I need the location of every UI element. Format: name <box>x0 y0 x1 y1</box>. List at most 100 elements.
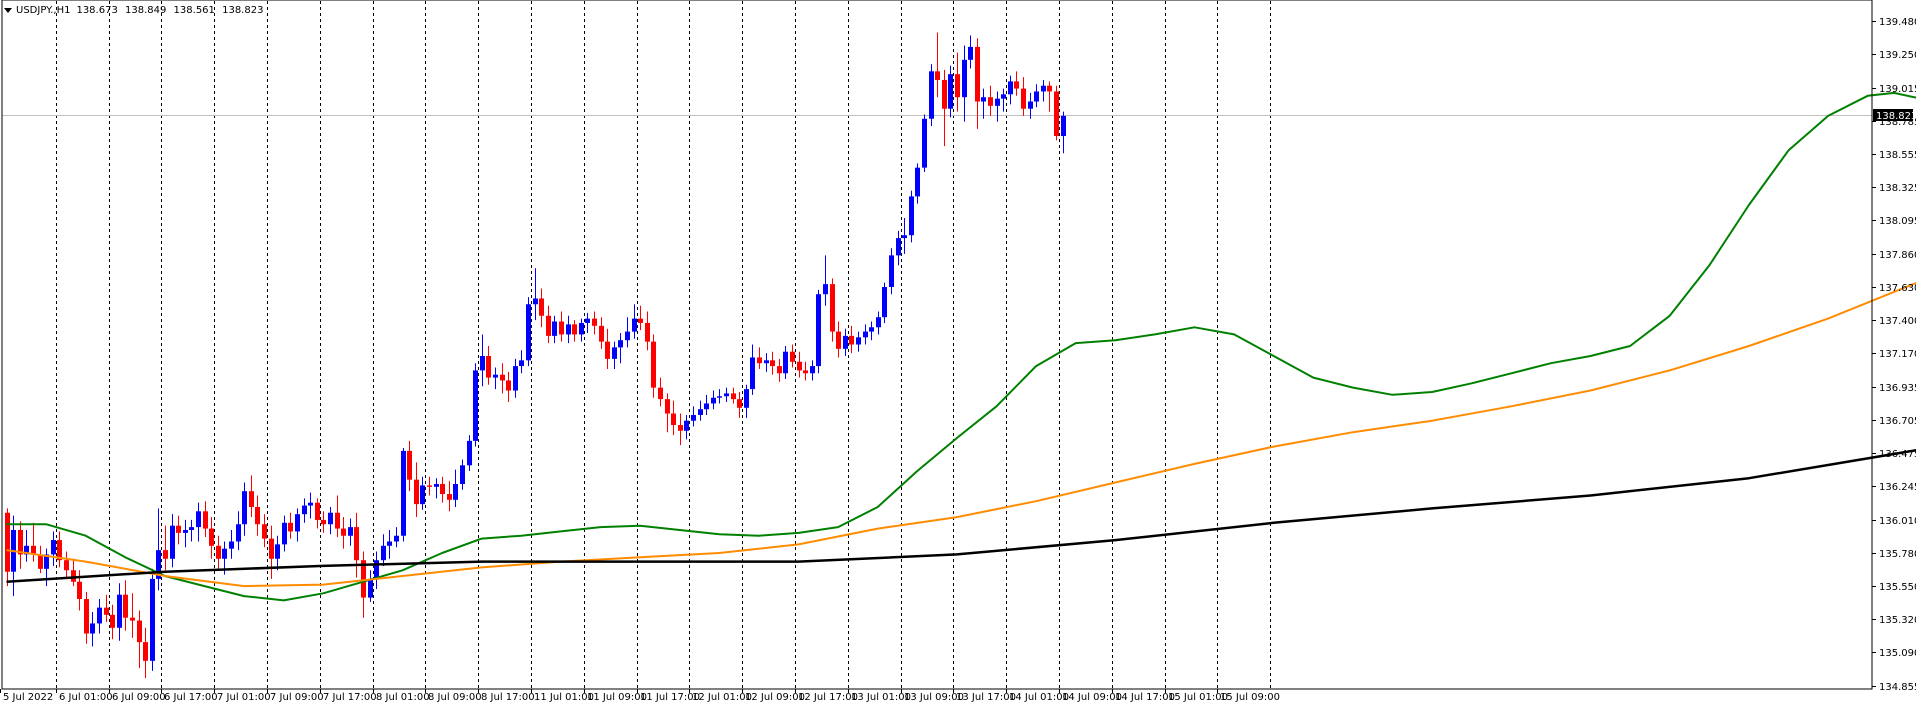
candle-body <box>757 357 762 364</box>
candle-body <box>803 370 808 374</box>
candle-body <box>790 351 795 362</box>
candle-body <box>968 46 973 60</box>
candle <box>962 45 967 122</box>
candle-body <box>500 374 505 381</box>
candle-body <box>915 167 920 197</box>
candle <box>869 321 874 341</box>
candle <box>104 594 109 623</box>
y-tick-label: 137.860 <box>1879 250 1916 261</box>
candle <box>889 248 894 295</box>
x-tick-label: 13 Jul 17:00 <box>956 692 1016 703</box>
candle-body <box>90 623 95 634</box>
candle <box>935 32 940 98</box>
candle-body <box>176 525 181 533</box>
candle-body <box>704 403 709 410</box>
candle-body <box>942 79 947 109</box>
candle-body <box>645 322 650 342</box>
candle <box>486 345 491 385</box>
candle-body <box>698 409 703 415</box>
candle <box>566 315 571 344</box>
candle <box>585 312 590 334</box>
candle-body <box>196 511 201 528</box>
candle <box>387 529 392 559</box>
candle-body <box>909 196 914 236</box>
candle-body <box>143 642 148 661</box>
candle-body <box>77 581 82 600</box>
x-tick-label: 14 Jul 09:00 <box>1062 692 1122 703</box>
candle-body <box>401 450 406 536</box>
triangle-down-icon[interactable] <box>4 7 12 13</box>
candle-body <box>368 578 373 598</box>
candle-body <box>1028 101 1033 109</box>
candle-body <box>896 238 901 256</box>
candle <box>856 331 861 352</box>
candle <box>374 551 379 589</box>
candle <box>460 459 465 490</box>
candle <box>1034 84 1039 108</box>
candle <box>480 334 485 387</box>
candle <box>671 400 676 436</box>
x-tick-label: 12 Jul 01:00 <box>692 692 752 703</box>
candle-body <box>262 524 267 539</box>
candle-body <box>526 304 531 361</box>
open-value: 138.673 <box>76 4 118 16</box>
candle <box>665 393 670 433</box>
candle-body <box>308 502 313 506</box>
candle <box>216 535 221 571</box>
candle <box>717 389 722 404</box>
candle-body <box>651 341 656 388</box>
candle <box>698 400 703 421</box>
candle-body <box>486 356 491 378</box>
candle-body <box>658 387 663 400</box>
candle <box>275 535 280 571</box>
candle <box>816 289 821 374</box>
candle <box>156 508 161 591</box>
candle-body <box>354 527 359 561</box>
candle <box>955 52 960 112</box>
candle <box>447 481 452 512</box>
y-tick-label: 135.090 <box>1879 648 1916 659</box>
candle-body <box>843 335 848 349</box>
y-tick-label: 138.555 <box>1879 150 1916 161</box>
candle <box>97 599 102 634</box>
candle-body <box>665 399 670 414</box>
y-tick-label: 139.250 <box>1879 50 1916 61</box>
candle <box>526 297 531 367</box>
candle-body <box>592 318 597 326</box>
candle <box>51 531 56 566</box>
high-value: 138.849 <box>125 4 167 16</box>
x-tick-label: 15 Jul 01:00 <box>1168 692 1228 703</box>
candle-body <box>797 361 802 371</box>
candle <box>632 304 637 339</box>
x-tick-label: 8 Jul 09:00 <box>428 692 482 703</box>
candle-body <box>335 512 340 529</box>
candle <box>651 334 656 398</box>
candle-body <box>440 483 445 495</box>
candle-body <box>189 527 194 530</box>
candle-body <box>236 524 241 542</box>
candle <box>335 495 340 538</box>
candle-body <box>830 284 835 332</box>
candle-body <box>1041 85 1046 92</box>
candle-body <box>44 554 49 569</box>
candle <box>830 278 835 342</box>
candle <box>420 476 425 510</box>
candle <box>493 367 498 390</box>
candle <box>84 591 89 644</box>
candle <box>849 325 854 354</box>
candle-body <box>1008 81 1013 95</box>
candle-body <box>572 324 577 335</box>
candle <box>995 91 1000 122</box>
candle <box>764 353 769 372</box>
candle <box>975 38 980 129</box>
x-tick-label: 15 Jul 09:00 <box>1220 692 1280 703</box>
candle <box>744 384 749 418</box>
y-tick-label: 136.705 <box>1879 416 1916 427</box>
candle-body <box>64 560 69 571</box>
ma-line-ma-mid <box>6 281 1916 588</box>
candle <box>1028 92 1033 119</box>
candle <box>407 440 412 492</box>
candle-body <box>1014 81 1019 89</box>
